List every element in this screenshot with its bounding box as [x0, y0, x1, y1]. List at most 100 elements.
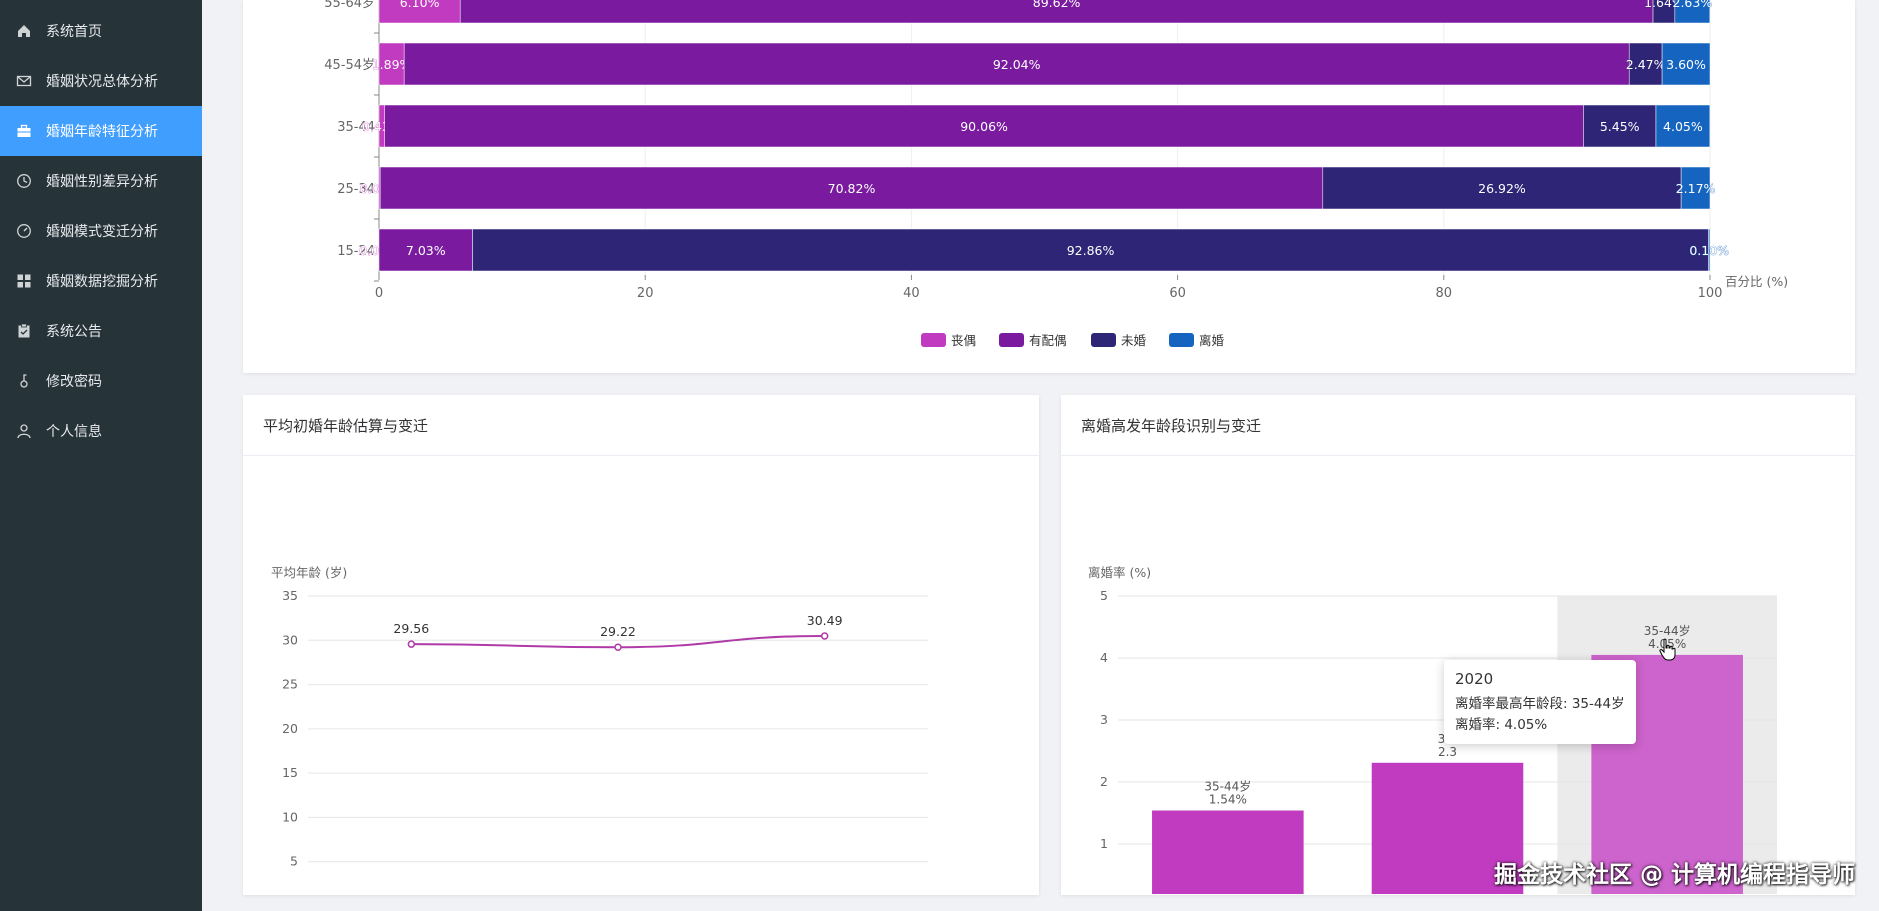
segment-label: 89.62%: [1033, 0, 1081, 10]
divorce-rate-bar: [1371, 762, 1524, 906]
bar-label-rate: 4.05%: [1648, 637, 1686, 651]
stacked-bar-segment: [1655, 104, 1711, 148]
data-label: 29.56: [393, 621, 429, 636]
x-axis-label: 百分比 (%): [1725, 274, 1788, 289]
segment-label: 3.60%: [1666, 57, 1706, 72]
y-tick-label: 35-44: [337, 120, 375, 135]
stacked-bar-segment: [472, 228, 1709, 272]
segment-label: 2.47%: [1626, 57, 1666, 72]
segment-label: 4.05%: [1663, 119, 1703, 134]
y-tick-label: 15: [282, 765, 298, 780]
bar-label-age: 35-44岁: [1204, 779, 1251, 794]
stacked-bar-segment: [1680, 166, 1711, 210]
watermark: 掘金技术社区 @ 计算机编程指导师: [1493, 862, 1855, 888]
sidebar-item-label: 修改密码: [46, 374, 102, 390]
bar-label-rate: 1.54%: [1209, 793, 1247, 807]
y-tick-label: 35: [282, 588, 298, 603]
sidebar-item-profile[interactable]: 个人信息: [0, 406, 202, 456]
y-tick-label: 45-54岁: [324, 58, 375, 73]
sidebar-item-gender[interactable]: 婚姻性别差异分析: [0, 156, 202, 206]
sidebar-item-home[interactable]: 系统首页: [0, 6, 202, 56]
stacked-bar-segment: [1661, 42, 1711, 86]
sidebar-item-password[interactable]: 修改密码: [0, 356, 202, 406]
sidebar-item-label: 婚姻模式变迁分析: [46, 224, 158, 240]
home-icon: [16, 23, 32, 39]
bar-label-age: 35-44岁: [1644, 623, 1691, 638]
x-tick-label: 80: [1436, 286, 1453, 301]
sidebar-item-label: 系统首页: [46, 24, 102, 40]
y-tick-label: 3: [1100, 712, 1108, 727]
stacked-bar-segment: [378, 42, 405, 86]
mail-icon: [16, 73, 32, 89]
legend-label: 丧偶: [951, 333, 976, 348]
x-tick-label: 40: [903, 286, 920, 301]
stacked-bar-segment: [1583, 104, 1657, 148]
y-tick-label: 2: [1100, 774, 1108, 789]
sidebar-item-mining[interactable]: 婚姻数据挖掘分析: [0, 256, 202, 306]
segment-label: 90.06%: [960, 119, 1008, 134]
segment-label: 1.89%: [372, 57, 412, 72]
hand-cursor-icon: [1659, 638, 1676, 661]
segment-label: 2.17%: [1676, 181, 1716, 196]
data-point: [614, 643, 622, 651]
stacked-bar-segment: [1322, 166, 1682, 210]
data-label: 29.22: [600, 624, 636, 639]
segment-label: 0.10%: [1689, 243, 1729, 258]
y-tick-label: 25-34: [337, 182, 375, 197]
segment-label: 70.82%: [828, 181, 876, 196]
clipboard-icon: [16, 323, 32, 339]
tooltip-line-rate: 离婚率: 4.05%: [1455, 717, 1548, 733]
x-tick-label: 100: [1698, 286, 1723, 301]
segment-label: 92.04%: [993, 57, 1041, 72]
card-title: 平均初婚年龄估算与变迁: [243, 395, 1039, 456]
stacked-bar-segment: [384, 104, 1584, 148]
legend-swatch: [999, 333, 1024, 347]
y-tick-label: 5: [1100, 588, 1108, 603]
segment-label: 2.63%: [1673, 0, 1713, 10]
y-tick-label: 25: [282, 677, 298, 692]
sidebar-item-label: 婚姻数据挖掘分析: [46, 274, 158, 290]
data-label: 30.49: [807, 613, 843, 628]
y-tick-label: 5: [290, 854, 298, 869]
segment-label: 6.10%: [400, 0, 440, 10]
sidebar-item-label: 婚姻性别差异分析: [46, 174, 158, 190]
sidebar-item-notice[interactable]: 系统公告: [0, 306, 202, 356]
y-tick-label: 10: [282, 809, 298, 824]
y-tick-label: 4: [1100, 650, 1108, 665]
chart-tooltip: 2020 离婚率最高年龄段: 35-44岁 离婚率: 4.05%: [1444, 660, 1636, 744]
y-axis-label: 离婚率 (%): [1088, 565, 1151, 580]
y-tick-label: 15-24: [337, 244, 375, 259]
segment-label: 26.92%: [1478, 181, 1526, 196]
divorce-peak-age-card: 离婚高发年龄段识别与变迁 离婚率 (%)01234535-44岁1.54%200…: [1061, 395, 1855, 911]
first-marriage-age-line-chart: 平均年龄 (岁)05101520253035年份29.56200029.2220…: [271, 565, 969, 911]
segment-label: 1.64%: [1644, 0, 1684, 10]
segment-label: 5.45%: [1600, 119, 1640, 134]
divorce-rate-bar: [1152, 810, 1304, 906]
key-icon: [16, 373, 32, 389]
card-title: 离婚高发年龄段识别与变迁: [1061, 395, 1855, 456]
user-icon: [16, 423, 32, 439]
sidebar-item-age[interactable]: 婚姻年龄特征分析: [0, 106, 202, 156]
sidebar-item-overall[interactable]: 婚姻状况总体分析: [0, 56, 202, 106]
x-tick-label: 60: [1169, 286, 1186, 301]
clock-icon: [16, 173, 32, 189]
legend-label: 有配偶: [1029, 333, 1067, 348]
y-tick-label: 20: [282, 721, 298, 736]
segment-label: 7.03%: [406, 243, 446, 258]
sidebar-item-pattern[interactable]: 婚姻模式变迁分析: [0, 206, 202, 256]
tooltip-line-age: 离婚率最高年龄段: 35-44岁: [1455, 696, 1625, 712]
bar-label-rate: 2.3: [1438, 745, 1457, 759]
briefcase-icon: [16, 123, 32, 139]
sidebar-item-label: 婚姻状况总体分析: [46, 74, 158, 90]
legend-swatch: [1169, 333, 1194, 347]
sidebar-item-label: 个人信息: [46, 424, 102, 440]
grid-icon: [16, 273, 32, 289]
sidebar-item-label: 婚姻年龄特征分析: [46, 124, 158, 140]
x-tick-label: 20: [637, 286, 654, 301]
legend-label: 离婚: [1199, 333, 1225, 348]
stacked-bar-segment: [1708, 228, 1711, 272]
tooltip-title: 2020: [1455, 670, 1494, 688]
legend-label: 未婚: [1121, 333, 1147, 348]
